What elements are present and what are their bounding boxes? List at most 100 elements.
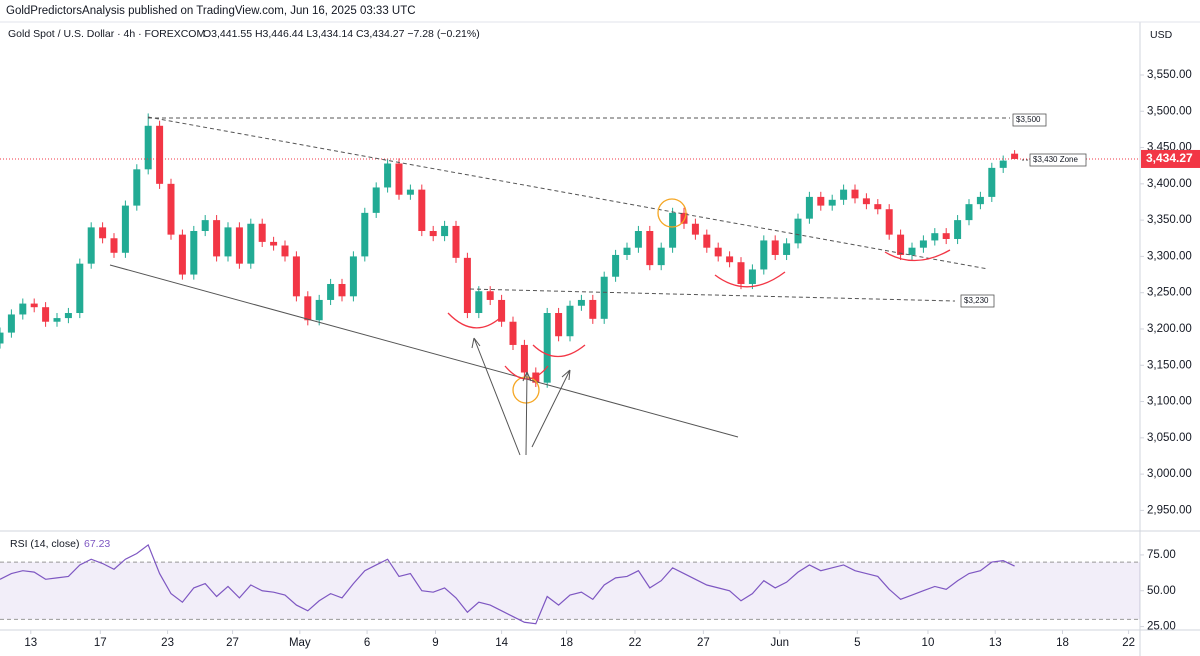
x-tick-label: 6 [364,637,370,649]
down-trendline [147,116,989,270]
candle-body [87,227,95,264]
candle-body [680,212,688,224]
x-tick-label: 13 [24,637,37,649]
candle-body [965,204,973,221]
candle-body [270,241,278,246]
candle-body [532,372,540,383]
currency: USD [1150,29,1173,41]
candle-body [885,209,893,235]
arrow [522,371,532,456]
candle-body [463,257,471,314]
x-tick-label: 17 [94,637,107,649]
candle-body [600,276,608,319]
x-tick-label: 18 [1056,637,1069,649]
candle-body [406,189,414,195]
y-tick-label: 3,250.00 [1147,287,1192,299]
arc [447,312,501,329]
candle-body [794,218,802,244]
annotation: $3,500 [1016,115,1041,124]
publisher: GoldPredictorsAnalysis published on Trad… [6,5,416,17]
candle-body [292,256,300,297]
y-tick-label: 3,300.00 [1147,250,1192,262]
candle-body [281,245,289,257]
candle-body [646,231,654,266]
candle-body [840,189,848,200]
x-tick-label: 13 [989,637,1002,649]
candle-body [190,231,198,275]
x-tick-label: Jun [770,637,789,649]
candle-body [361,212,369,257]
candle-body [657,247,665,266]
candles [0,113,1019,388]
candle-body [64,313,72,319]
candle-body [133,169,141,206]
candle-body [828,199,836,206]
candle-body [0,332,4,344]
candle-body [748,269,756,284]
annotation-box [1029,153,1087,167]
annotation: $3,430 Zone [1033,155,1078,164]
candle-body [976,196,984,205]
candle-body [384,163,392,188]
x-tick-label: 10 [922,637,935,649]
y-tick-label: 3,500.00 [1147,105,1192,117]
candle-body [851,189,859,199]
candle-body [349,256,357,297]
candle-body [498,299,506,322]
candle-body [942,233,950,239]
x-tick-label: 18 [560,637,573,649]
x-tick-label: 27 [226,637,239,649]
y-tick-label: 75.00 [1147,549,1176,561]
candle-body [623,247,631,255]
neckline [469,288,956,302]
candle-body [577,299,585,306]
x-tick-label: 27 [697,637,710,649]
candle-body [737,262,745,284]
candle-body [76,263,84,314]
candle-body [862,198,870,205]
arc [714,271,786,288]
arrow [471,337,521,456]
candle-body [999,160,1007,168]
candle-body [156,125,164,184]
annotation-box [960,294,995,308]
support-line [109,264,739,438]
candle-body [760,240,768,270]
candle-body [509,321,517,345]
candle-body [520,344,528,373]
candle-body [954,220,962,239]
candle-body [395,163,403,195]
candle-body [988,167,996,197]
rsi-band [0,562,1140,620]
y-tick-label: 25.00 [1147,621,1176,633]
candle-body [201,220,209,232]
candle-body [99,227,107,239]
rsi-current: 67.23 [84,538,110,550]
ohlc: O3,441.55 H3,446.44 L3,434.14 C3,434.27 … [203,28,480,40]
candle-body [19,303,27,315]
candle-body [258,223,266,242]
y-tick-label: 2,950.00 [1147,504,1192,516]
y-tick-label: 50.00 [1147,585,1176,597]
symbol: Gold Spot / U.S. Dollar · 4h · FOREXCOM [8,28,205,40]
candle-body [771,240,779,255]
candle-body [247,223,255,264]
candle-body [235,227,243,264]
arrow [531,369,571,448]
candle-body [612,254,620,277]
candle-body [726,256,734,263]
x-tick-label: 5 [854,637,860,649]
highlight-circle [512,376,540,404]
candle-body [7,314,15,333]
x-tick-label: 22 [1122,637,1135,649]
x-tick-label: 23 [161,637,174,649]
candle-body [338,283,346,297]
candle-body [372,187,380,213]
y-tick-label: 3,100.00 [1147,396,1192,408]
candle-body [327,283,335,300]
candle-body [144,125,152,170]
candle-body [703,234,711,248]
drawings [109,113,1087,456]
